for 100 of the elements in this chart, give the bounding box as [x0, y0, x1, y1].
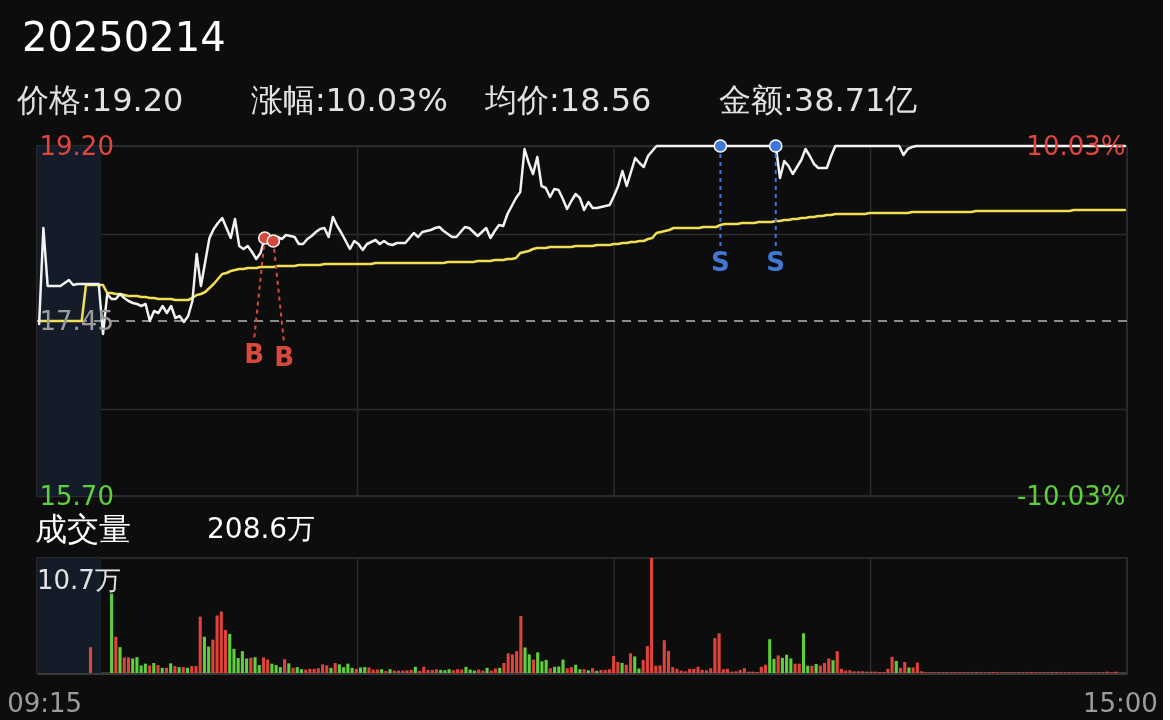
- bar: [261, 657, 266, 673]
- bar: [738, 669, 742, 673]
- bar: [430, 669, 434, 673]
- bar: [181, 667, 185, 673]
- bar: [894, 660, 898, 673]
- bar: [628, 653, 633, 673]
- bar: [578, 669, 582, 673]
- bar: [911, 667, 915, 673]
- bar: [266, 659, 270, 673]
- bar: [523, 647, 527, 673]
- bar: [198, 616, 202, 673]
- bar: [177, 667, 181, 673]
- bar: [553, 666, 557, 673]
- bar: [797, 663, 801, 673]
- bar: [443, 670, 447, 673]
- bar: [249, 657, 253, 673]
- bar: [586, 670, 590, 673]
- bar: [776, 655, 780, 673]
- bar: [325, 665, 329, 673]
- bar: [536, 652, 540, 673]
- bar: [742, 668, 746, 673]
- bar: [169, 663, 173, 673]
- bar: [726, 668, 730, 673]
- bar: [380, 669, 384, 673]
- text: S: [711, 247, 730, 277]
- bar: [793, 663, 797, 673]
- bar: [848, 670, 852, 673]
- bar: [434, 669, 438, 673]
- bar: [835, 651, 839, 673]
- bar: [544, 659, 548, 673]
- bar: [253, 657, 257, 673]
- bar: [595, 670, 599, 673]
- bar: [342, 667, 346, 673]
- bar: [422, 666, 426, 673]
- y-tick-label: 19.20: [39, 130, 114, 161]
- bar: [409, 669, 413, 673]
- bar: [299, 669, 303, 673]
- bar: [831, 660, 835, 673]
- bar: [295, 667, 299, 673]
- bar: [688, 668, 692, 673]
- bar: [173, 666, 177, 673]
- bar: [367, 667, 371, 673]
- bar: [456, 669, 460, 673]
- text: 金额:38.71亿: [719, 81, 918, 119]
- text: 涨幅:10.03%: [251, 81, 448, 119]
- bar: [780, 657, 784, 673]
- bar: [650, 558, 654, 673]
- bar: [337, 664, 341, 673]
- bar: [763, 664, 768, 673]
- bar: [591, 668, 595, 673]
- bar: [810, 665, 814, 673]
- bar: [110, 593, 114, 673]
- bar: [662, 640, 666, 673]
- bar: [321, 664, 325, 673]
- bar: [240, 651, 244, 673]
- bar: [148, 665, 152, 673]
- bar: [164, 667, 168, 673]
- bar: [426, 669, 430, 673]
- bar: [823, 663, 827, 673]
- bar: [278, 667, 282, 673]
- text: B: [244, 339, 264, 369]
- point: [713, 139, 728, 153]
- x-tick-label: 09:15: [7, 687, 83, 718]
- bar: [186, 667, 190, 673]
- bar: [633, 656, 637, 673]
- bar: [228, 633, 232, 673]
- bar: [312, 668, 316, 673]
- bar: [569, 667, 573, 673]
- bar: [405, 670, 409, 673]
- bar: [413, 666, 417, 673]
- bar: [215, 615, 219, 673]
- bar: [118, 647, 122, 673]
- bar: [915, 662, 919, 673]
- bar: [291, 667, 295, 673]
- bar: [270, 663, 274, 673]
- bar: [451, 670, 455, 673]
- bar: [388, 669, 392, 673]
- bar: [439, 669, 443, 673]
- annotation: 10.7万: [37, 565, 121, 595]
- bar: [447, 669, 451, 673]
- bar: [88, 647, 93, 673]
- x-tick-label: 15:00: [1082, 687, 1158, 718]
- bar: [890, 656, 894, 673]
- bar: [283, 659, 287, 673]
- bar: [354, 668, 358, 673]
- bar: [152, 663, 156, 673]
- bar: [574, 664, 578, 673]
- bar: [464, 666, 468, 673]
- bar: [308, 668, 312, 673]
- bar: [190, 666, 194, 673]
- bar: [131, 658, 135, 673]
- bar: [801, 633, 806, 673]
- bar: [485, 667, 489, 673]
- bar: [114, 636, 118, 673]
- text: 价格:19.20: [16, 81, 184, 119]
- bar: [519, 616, 523, 673]
- bar: [713, 638, 717, 673]
- chart-title: 成交量: [35, 510, 131, 548]
- bar: [219, 611, 223, 673]
- bar: [886, 668, 890, 673]
